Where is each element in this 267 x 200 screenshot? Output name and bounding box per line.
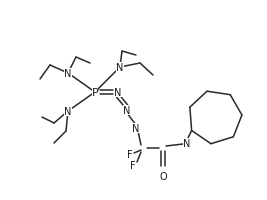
Text: P: P [92, 88, 98, 98]
Text: O: O [159, 171, 167, 181]
Text: F: F [127, 149, 133, 159]
Text: N: N [114, 88, 122, 98]
Text: N: N [64, 69, 72, 79]
Text: N: N [132, 123, 140, 133]
Text: N: N [64, 106, 72, 116]
Text: N: N [116, 63, 124, 73]
Text: F: F [130, 160, 136, 170]
Text: N: N [123, 105, 131, 115]
Text: N: N [183, 138, 191, 148]
